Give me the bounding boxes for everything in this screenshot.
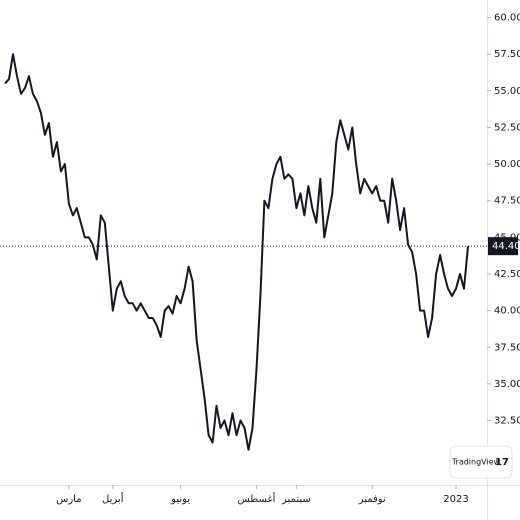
last-price-tag	[488, 237, 518, 256]
y-tick-label: 35.00	[494, 379, 520, 390]
x-tick-label: 2023	[443, 494, 468, 505]
x-tick-label: يونيو	[170, 494, 190, 505]
y-tick-label: 37.50	[494, 342, 520, 353]
x-tick-label: سبتمبر	[281, 494, 311, 505]
x-tick-label: أغسطس	[238, 492, 276, 505]
price-line	[4, 53, 469, 451]
logo: TradingView 17	[449, 445, 513, 479]
logo-text: TradingView	[451, 458, 501, 467]
last-price-label: 44.40	[492, 241, 520, 252]
y-tick-label: 40.00	[494, 306, 520, 317]
logo-icon: 17	[495, 457, 509, 468]
y-tick-label: 32.50	[494, 416, 520, 427]
logo-box	[449, 445, 513, 479]
y-tick-label: 50.00	[494, 159, 520, 170]
y-tick-label: 47.50	[494, 196, 520, 207]
y-tick-label: 57.50	[494, 49, 520, 60]
x-tick-label: نوفمبر	[358, 494, 386, 505]
y-tick-label: 42.50	[494, 269, 520, 280]
y-tick-label: 55.00	[494, 86, 520, 97]
y-tick-label: 52.50	[494, 122, 520, 133]
y-tick-label: 60.00	[494, 13, 520, 24]
x-tick-label: مارس	[56, 494, 81, 505]
x-tick-label: أبريل	[102, 492, 124, 505]
